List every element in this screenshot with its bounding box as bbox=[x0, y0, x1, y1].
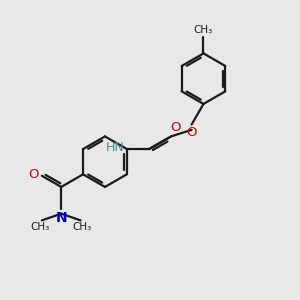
Text: CH₃: CH₃ bbox=[194, 25, 213, 35]
Text: O: O bbox=[170, 121, 180, 134]
Text: O: O bbox=[28, 168, 38, 181]
Text: CH₃: CH₃ bbox=[72, 222, 92, 232]
Text: CH₃: CH₃ bbox=[31, 222, 50, 232]
Text: N: N bbox=[56, 211, 67, 225]
Text: HN: HN bbox=[106, 141, 124, 154]
Text: O: O bbox=[186, 126, 197, 139]
